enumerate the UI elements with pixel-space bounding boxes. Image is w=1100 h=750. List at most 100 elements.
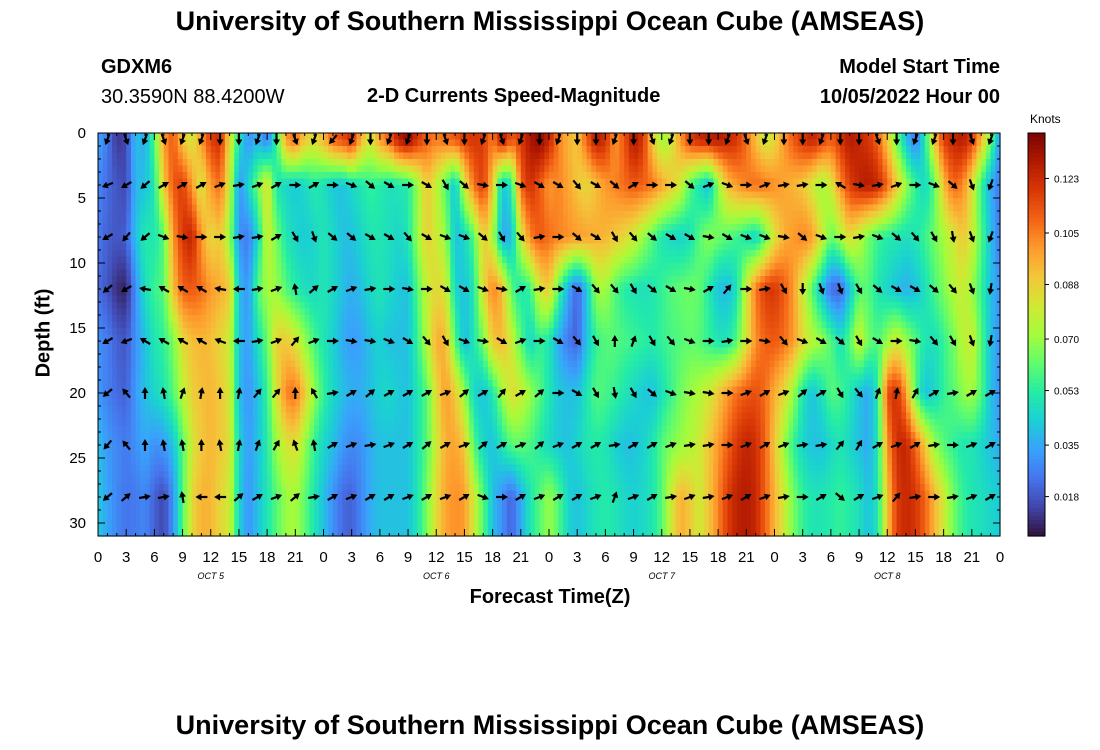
heatmap-cell [107, 237, 113, 245]
heatmap-cell [469, 211, 475, 219]
heatmap-cell [276, 243, 282, 251]
heatmap-cell [398, 269, 404, 277]
heatmap-cell [746, 191, 752, 199]
heatmap-cell [821, 165, 827, 173]
heatmap-cell [948, 172, 954, 180]
heatmap-cell [262, 211, 268, 219]
heatmap-cell [591, 243, 597, 251]
heatmap-cell [370, 243, 376, 251]
heatmap-cell [675, 263, 682, 271]
heatmap-cell [793, 159, 799, 167]
heatmap-cell [342, 263, 348, 271]
heatmap-cell [600, 191, 606, 199]
heatmap-cell [224, 256, 231, 264]
heatmap-cell [797, 263, 804, 271]
heatmap-cell [130, 282, 137, 290]
heatmap-cell [337, 152, 343, 160]
heatmap-cell [525, 185, 531, 193]
heatmap-cell [671, 250, 677, 258]
heatmap-cell [417, 217, 423, 225]
heatmap-cell [525, 204, 531, 212]
heatmap-cell [328, 295, 334, 303]
heatmap-cell [638, 191, 644, 199]
heatmap-cell [534, 139, 541, 147]
heatmap-cell [234, 146, 240, 154]
heatmap-cell [722, 133, 729, 141]
heatmap-cell [765, 276, 771, 284]
heatmap-cell [586, 289, 592, 297]
heatmap-cell [346, 159, 353, 167]
heatmap-cell [765, 146, 771, 154]
heatmap-cell [379, 211, 386, 219]
heatmap-cell [953, 256, 959, 264]
heatmap-cell [351, 224, 357, 232]
heatmap-cell [220, 217, 226, 225]
heatmap-cell [718, 185, 724, 193]
heatmap-cell [107, 217, 113, 225]
heatmap-cell [910, 198, 917, 206]
heatmap-cell [581, 217, 588, 225]
heatmap-cell [534, 237, 541, 245]
heatmap-cell [854, 159, 860, 167]
heatmap-cell [680, 295, 686, 303]
heatmap-cell [647, 152, 653, 160]
heatmap-cell [718, 224, 724, 232]
heatmap-cell [849, 256, 855, 264]
heatmap-cell [619, 146, 625, 154]
heatmap-cell [995, 237, 1001, 245]
heatmap-cell [647, 250, 653, 258]
heatmap-cell [525, 146, 531, 154]
heatmap-cell [464, 211, 470, 219]
heatmap-cell [732, 295, 738, 303]
heatmap-cell [473, 178, 480, 186]
heatmap-cell [924, 263, 931, 271]
heatmap-cell [238, 152, 245, 160]
heatmap-cell [262, 276, 268, 284]
heatmap-cell [708, 289, 715, 297]
heatmap-cell [361, 172, 367, 180]
heatmap-cell [844, 295, 851, 303]
heatmap-cell [144, 269, 151, 277]
heatmap-cell [873, 289, 879, 297]
heatmap-cell [699, 295, 705, 303]
heatmap-cell [718, 230, 724, 238]
heatmap-cell [544, 263, 550, 271]
heatmap-cell [995, 230, 1001, 238]
heatmap-cell [581, 198, 588, 206]
heatmap-cell [971, 133, 978, 141]
heatmap-cell [149, 243, 155, 251]
heatmap-cell [393, 178, 400, 186]
heatmap-cell [652, 263, 658, 271]
heatmap-cell [595, 185, 602, 193]
heatmap-cell [774, 191, 780, 199]
heatmap-cell [581, 250, 588, 258]
heatmap-cell [243, 295, 249, 303]
heatmap-cell [450, 185, 456, 193]
heatmap-cell [624, 165, 630, 173]
heatmap-cell [102, 269, 108, 277]
heatmap-cell [370, 269, 376, 277]
heatmap-cell [915, 204, 921, 212]
heatmap-cell [154, 263, 160, 271]
heatmap-cell [807, 217, 813, 225]
heatmap-cell [314, 217, 320, 225]
heatmap-cell [206, 146, 212, 154]
heatmap-cell [173, 178, 179, 186]
heatmap-cell [826, 159, 832, 167]
heatmap-cell [412, 211, 419, 219]
heatmap-cell [445, 198, 451, 206]
heatmap-cell [469, 269, 475, 277]
heatmap-cell [304, 178, 311, 186]
heatmap-cell [802, 211, 808, 219]
heatmap-cell [666, 217, 672, 225]
heatmap-cell [370, 263, 376, 271]
heatmap-cell [177, 276, 184, 284]
heatmap-cell [130, 178, 137, 186]
heatmap-cell [295, 269, 301, 277]
heatmap-cell [887, 198, 893, 206]
heatmap-cell [666, 204, 672, 212]
heatmap-cell [530, 185, 536, 193]
heatmap-cell [901, 295, 907, 303]
heatmap-cell [694, 152, 700, 160]
heatmap-cell [295, 159, 301, 167]
